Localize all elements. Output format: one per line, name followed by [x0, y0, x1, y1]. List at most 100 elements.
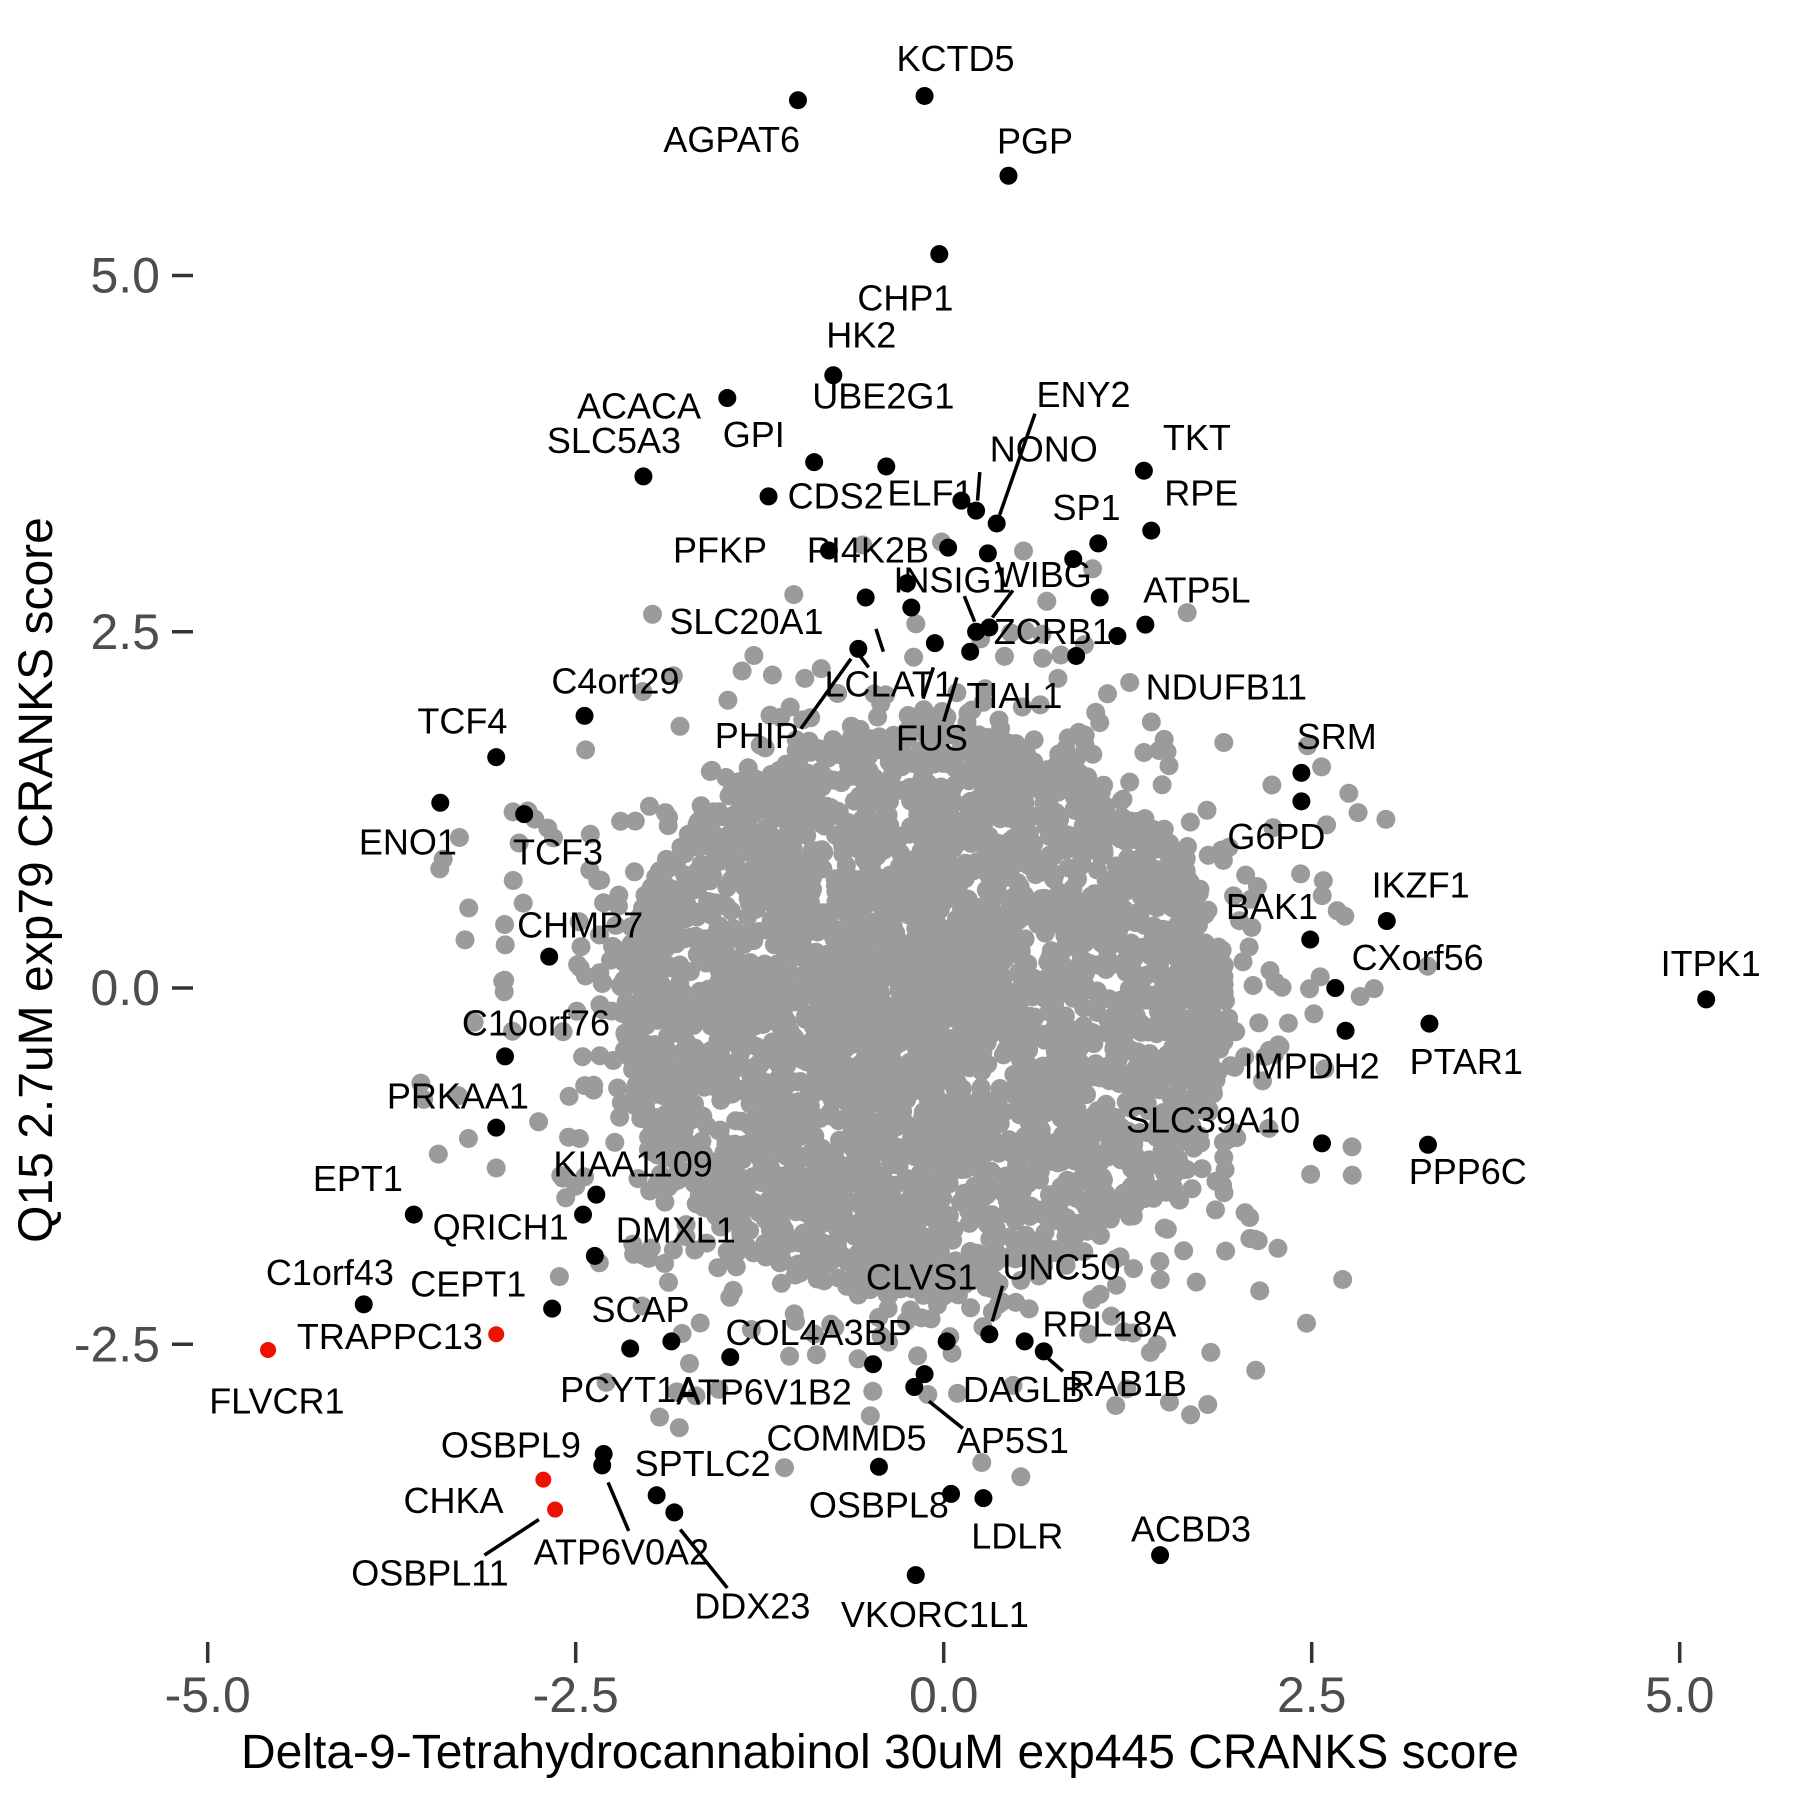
gene-point-ATP6V0A2: [593, 1456, 612, 1475]
cloud-point: [993, 791, 1013, 811]
cloud-point: [918, 1090, 938, 1110]
cloud-point: [659, 927, 679, 947]
gene-label-SLC39A10: SLC39A10: [1126, 1100, 1300, 1141]
cloud-point: [989, 963, 1009, 983]
gene-point-FLVCR1: [260, 1341, 277, 1358]
cloud-point: [1300, 979, 1319, 999]
cloud-point: [907, 1047, 927, 1066]
cloud-point: [648, 1133, 667, 1153]
cloud-point: [816, 920, 836, 940]
cloud-point: [1056, 1255, 1076, 1275]
cloud-point: [785, 1097, 805, 1116]
cloud-point: [709, 1379, 729, 1399]
cloud-point: [1262, 775, 1282, 795]
gene-point-DAGLB: [915, 1365, 934, 1384]
gene-label-QRICH1: QRICH1: [433, 1206, 569, 1247]
cloud-point: [702, 760, 722, 780]
gene-label-IMPDH2: IMPDH2: [1244, 1045, 1380, 1086]
cloud-point: [1297, 1313, 1316, 1333]
cloud-point: [1098, 684, 1117, 704]
gene-point-RAB1B: [1034, 1342, 1053, 1361]
cloud-point: [1201, 1342, 1221, 1362]
cloud-point: [871, 1326, 891, 1346]
cloud-point: [1075, 913, 1095, 933]
gene-label-CXorf56: CXorf56: [1352, 937, 1484, 978]
cloud-point: [1120, 772, 1140, 792]
cloud-point: [799, 731, 819, 751]
cloud-point: [909, 720, 928, 740]
cloud-point: [732, 661, 752, 681]
cloud-point: [1249, 1013, 1269, 1033]
cloud-point: [948, 1285, 968, 1305]
gene-label-FUS: FUS: [896, 718, 968, 759]
cloud-point: [971, 741, 991, 760]
cloud-point: [1210, 1039, 1230, 1059]
cloud-point: [885, 739, 905, 759]
cloud-point: [1120, 1014, 1140, 1034]
cloud-point: [870, 980, 890, 1000]
cloud-point: [727, 949, 747, 969]
cloud-point: [720, 1287, 740, 1307]
cloud-point: [668, 1170, 688, 1190]
cloud-point: [1114, 1195, 1134, 1215]
gene-label-ENY2: ENY2: [1037, 374, 1131, 415]
cloud-point: [844, 954, 864, 973]
cloud-point: [801, 1149, 821, 1169]
cloud-point: [1226, 1022, 1246, 1042]
cloud-point: [718, 690, 738, 710]
leader-line-ATP6V0A2: [606, 1481, 631, 1532]
cloud-point: [863, 1381, 883, 1401]
leader-line-SLC20A1: [874, 628, 886, 653]
cloud-point: [793, 927, 813, 947]
cloud-point: [958, 1093, 978, 1113]
cloud-point: [766, 1132, 786, 1152]
cloud-point: [689, 943, 709, 962]
cloud-point: [663, 1240, 683, 1260]
cloud-point: [1203, 1004, 1222, 1024]
cloud-point: [997, 1204, 1017, 1224]
gene-label-RPE: RPE: [1164, 473, 1238, 514]
cloud-point: [1051, 1108, 1071, 1128]
gene-point-C4orf29: [575, 706, 594, 725]
cloud-point: [775, 1458, 794, 1478]
cloud-point: [1050, 1022, 1070, 1042]
gene-point-DMXL1: [585, 1246, 604, 1265]
cloud-point: [687, 815, 707, 835]
cloud-point: [1342, 1137, 1362, 1157]
cloud-point: [653, 959, 673, 978]
cloud-point: [575, 1167, 595, 1187]
cloud-point: [1418, 956, 1438, 976]
cloud-point: [495, 935, 515, 955]
cloud-point: [962, 1197, 982, 1217]
cloud-point: [1315, 1059, 1335, 1079]
cloud-point: [1007, 1155, 1027, 1175]
cloud-point: [486, 1158, 506, 1178]
cloud-point: [633, 682, 653, 702]
cloud-point: [864, 1027, 884, 1047]
gene-label-C10orf76: C10orf76: [462, 1003, 610, 1044]
cloud-point: [756, 920, 776, 940]
cloud-point: [968, 939, 987, 959]
cloud-point: [1060, 937, 1080, 956]
cloud-point: [1056, 964, 1076, 984]
cloud-point: [1141, 712, 1161, 732]
cloud-point: [1066, 1225, 1086, 1245]
cloud-point: [686, 1386, 706, 1406]
gene-point-VKORC1L1: [906, 1566, 925, 1585]
cloud-point: [605, 938, 625, 958]
cloud-point: [1152, 775, 1172, 795]
cloud-point: [1154, 1218, 1174, 1238]
cloud-point: [1120, 824, 1140, 844]
cloud-point: [883, 1119, 903, 1139]
gene-label-TCF4: TCF4: [417, 701, 507, 742]
cloud-point: [898, 1017, 917, 1037]
cloud-point: [1046, 802, 1066, 822]
cloud-point: [559, 1127, 578, 1147]
cloud-point: [808, 975, 828, 995]
gene-point-TRAPPC13: [488, 1326, 505, 1343]
cloud-point: [1174, 1241, 1194, 1261]
cloud-point: [1003, 1375, 1023, 1395]
cloud-point: [882, 765, 902, 785]
cloud-point: [913, 1015, 933, 1035]
cloud-point: [876, 956, 896, 976]
